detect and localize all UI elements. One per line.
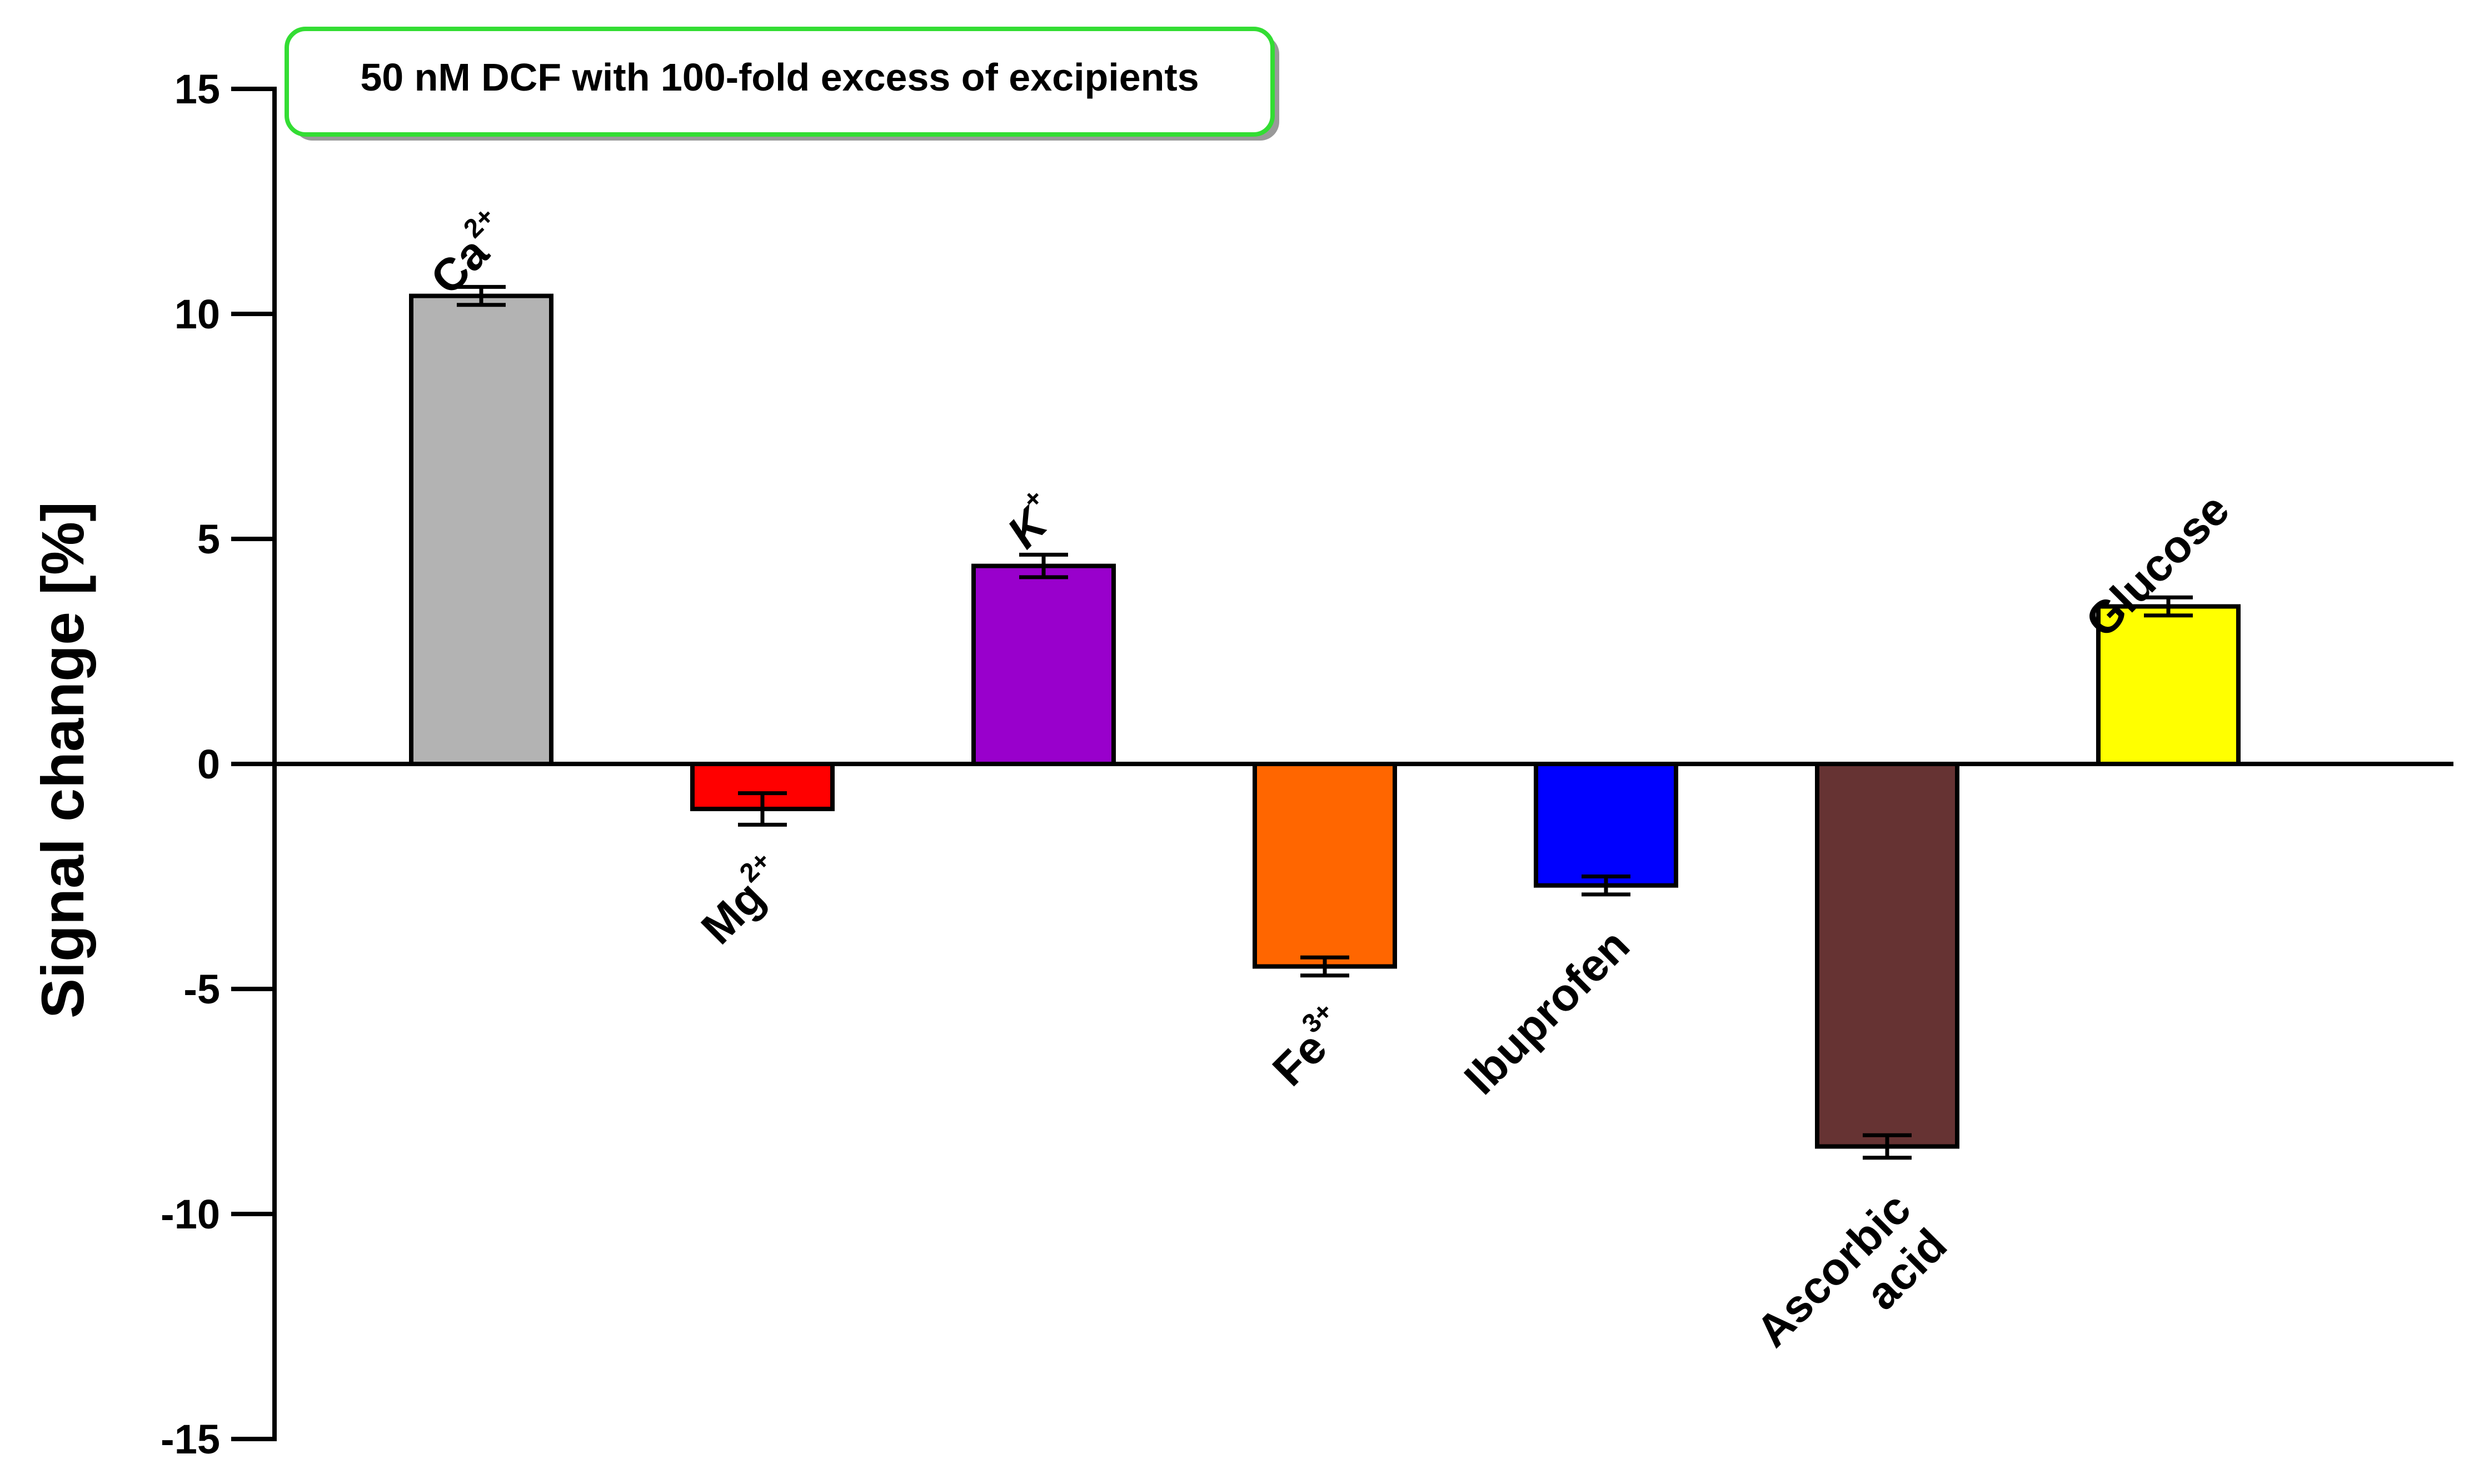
- bar-ca: [409, 293, 553, 766]
- y-tick-label: -15: [161, 1416, 220, 1462]
- error-bar: [2144, 595, 2193, 618]
- y-tick-label: 0: [197, 741, 220, 787]
- category-label: Fe3+: [1259, 997, 1358, 1096]
- error-bar: [1863, 1133, 1912, 1160]
- category-label-charge: +: [1017, 483, 1049, 515]
- y-tick-label: -5: [183, 966, 220, 1012]
- category-label: Mg2+: [687, 846, 796, 954]
- annotation-box: 50 nM DCF with 100-fold excess of excipi…: [285, 27, 1279, 141]
- error-bar: [1019, 552, 1068, 579]
- error-bar: [457, 284, 506, 307]
- y-tick-label: -10: [161, 1191, 220, 1237]
- category-label-charge: 2+: [458, 202, 500, 244]
- error-bar: [738, 791, 787, 827]
- y-axis-label: Signal change [%]: [29, 502, 96, 1018]
- category-label-text: K+: [994, 483, 1068, 558]
- bar-ibuprofen: [1534, 762, 1678, 888]
- y-tick-label: 15: [174, 66, 220, 112]
- bars: [409, 293, 2241, 1149]
- error-bar: [1582, 875, 1630, 897]
- y-axis-ticks: 15 10 5 0 -5 -10 -15: [161, 66, 275, 1462]
- annotation-text: 50 nM DCF with 100-fold excess of excipi…: [360, 56, 1199, 99]
- error-bar: [1300, 955, 1349, 978]
- y-tick-label: 10: [174, 291, 220, 337]
- category-label: K+: [994, 483, 1068, 558]
- bar-fe: [1253, 762, 1397, 969]
- error-bars: [457, 284, 2193, 1160]
- bar-glucose: [2096, 604, 2241, 766]
- category-label-text: Ibuprofen: [1455, 920, 1639, 1105]
- category-label-charge: 3+: [1296, 997, 1339, 1039]
- bar-mg: [690, 762, 835, 811]
- category-label-charge: 2+: [734, 846, 776, 888]
- y-tick-label: 5: [197, 516, 220, 562]
- bar-k: [971, 563, 1116, 766]
- bar-ascorbic-acid: [1815, 762, 1959, 1149]
- category-label-text: Fe3+: [1259, 997, 1358, 1096]
- category-label: Ibuprofen: [1455, 920, 1639, 1105]
- category-label-text: Mg2+: [687, 846, 796, 954]
